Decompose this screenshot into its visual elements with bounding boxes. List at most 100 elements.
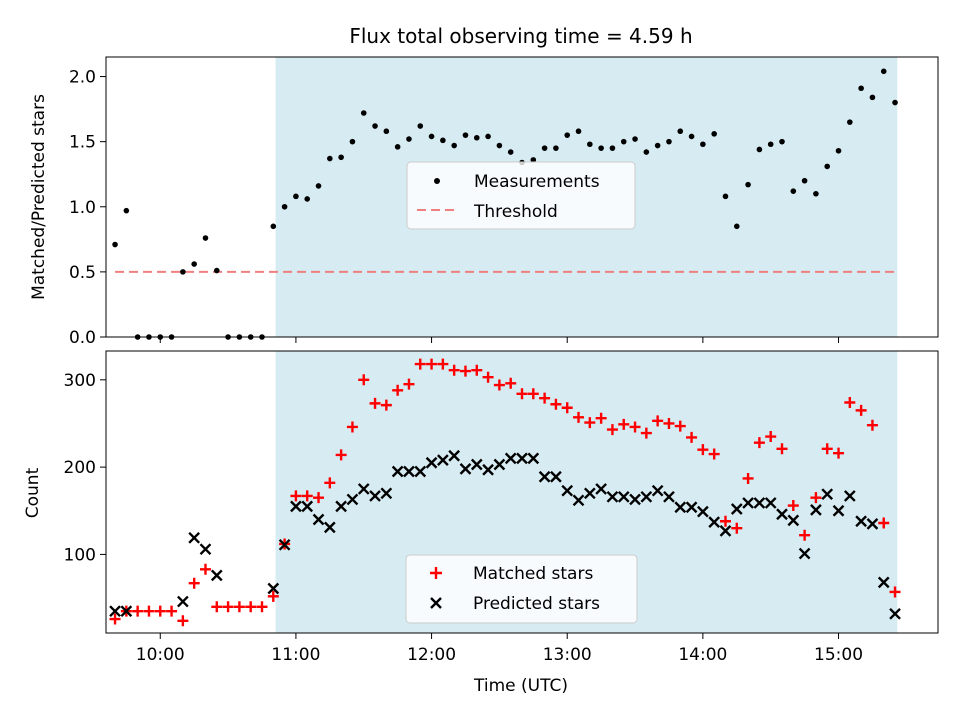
predicted-star-point bbox=[504, 452, 517, 465]
measurement-point bbox=[417, 123, 424, 129]
legend-predicted-label: Predicted stars bbox=[473, 594, 600, 614]
predicted-star-point bbox=[323, 521, 336, 534]
measurement-point bbox=[213, 267, 220, 274]
measurement-point bbox=[609, 145, 616, 151]
matched-star-point bbox=[663, 417, 675, 429]
matched-star-point bbox=[731, 522, 743, 534]
x-tick-label: 12:00 bbox=[407, 645, 456, 665]
matched-star-point bbox=[177, 615, 189, 627]
measurement-point bbox=[440, 137, 446, 144]
measurement-point bbox=[383, 128, 390, 135]
matched-star-point bbox=[810, 492, 822, 504]
matched-star-point bbox=[550, 398, 562, 410]
matched-star-point bbox=[392, 384, 404, 396]
measurement-point bbox=[123, 207, 130, 214]
matched-star-point bbox=[799, 529, 811, 541]
predicted-star-point bbox=[369, 490, 381, 502]
matched-star-point bbox=[369, 397, 381, 409]
matched-star-point bbox=[380, 399, 392, 411]
measurement-point bbox=[790, 188, 797, 194]
predicted-star-point bbox=[335, 500, 347, 513]
measurement-point bbox=[733, 223, 740, 230]
chart-title: Flux total observing time = 4.59 h bbox=[349, 24, 692, 48]
predicted-star-point bbox=[606, 490, 619, 503]
measurement-point bbox=[892, 99, 898, 106]
measurement-point bbox=[813, 190, 819, 197]
measurement-point bbox=[598, 145, 604, 151]
predicted-star-point bbox=[290, 500, 302, 513]
top-y-ticks: 0.0 0.5 1.0 1.5 2.0 bbox=[69, 68, 106, 348]
measurement-points bbox=[112, 68, 898, 340]
predicted-star-point bbox=[346, 493, 359, 506]
predicted-star-point bbox=[730, 503, 743, 515]
legend-matched-marker bbox=[430, 567, 442, 579]
measurement-point bbox=[541, 145, 548, 151]
matched-star-point bbox=[878, 517, 890, 529]
matched-star-point bbox=[459, 365, 471, 377]
measurement-point bbox=[824, 163, 831, 170]
measurement-point bbox=[530, 157, 537, 163]
measurement-point bbox=[587, 141, 593, 148]
top-legend: Measurements Threshold bbox=[406, 161, 636, 230]
x-tick-label: 14:00 bbox=[678, 645, 727, 665]
matched-star-point bbox=[482, 371, 494, 383]
matched-star-point bbox=[211, 601, 223, 613]
measurement-point bbox=[654, 142, 661, 149]
matched-star-point bbox=[787, 500, 799, 512]
measurement-point bbox=[880, 68, 887, 75]
matched-star-point bbox=[346, 421, 358, 433]
x-axis-label: Time (UTC) bbox=[473, 676, 568, 696]
legend-measurements-label: Measurements bbox=[474, 172, 600, 192]
bottom-y-axis-label: Count bbox=[23, 467, 43, 518]
measurement-point bbox=[507, 149, 514, 155]
predicted-star-point bbox=[821, 488, 834, 501]
predicted-star-point bbox=[120, 605, 133, 618]
predicted-star-point bbox=[109, 605, 121, 618]
predicted-star-point bbox=[312, 513, 325, 526]
measurement-point bbox=[835, 147, 842, 154]
x-tick-label: 10:00 bbox=[136, 645, 185, 665]
measurement-point bbox=[722, 193, 729, 200]
matched-star-point bbox=[561, 402, 573, 414]
matched-star-point bbox=[765, 431, 777, 443]
predicted-star-point bbox=[482, 463, 494, 476]
matched-star-point bbox=[618, 418, 630, 430]
measurement-point bbox=[428, 133, 435, 140]
matched-star-point bbox=[889, 586, 901, 598]
matched-star-point bbox=[301, 490, 313, 502]
predicted-star-point bbox=[177, 595, 189, 608]
bottom-legend: Matched stars Predicted stars bbox=[405, 554, 638, 624]
predicted-star-point bbox=[267, 582, 280, 595]
predicted-star-point bbox=[595, 483, 607, 495]
predicted-star-point bbox=[810, 504, 822, 516]
measurement-point bbox=[847, 119, 853, 125]
predicted-star-point bbox=[651, 484, 664, 497]
predicted-star-point bbox=[493, 458, 506, 471]
predicted-star-point bbox=[550, 470, 562, 483]
measurement-point bbox=[496, 142, 503, 149]
measurement-point bbox=[564, 132, 571, 138]
measurement-point bbox=[620, 138, 627, 145]
measurement-point bbox=[677, 128, 684, 135]
matched-star-point bbox=[539, 392, 551, 404]
predicted-star-point bbox=[380, 487, 393, 500]
measurement-point bbox=[360, 110, 367, 116]
matched-star-point bbox=[821, 443, 833, 455]
measurement-point bbox=[756, 146, 763, 153]
matched-star-point bbox=[516, 388, 528, 400]
measurement-point bbox=[632, 136, 638, 142]
predicted-star-point bbox=[188, 531, 201, 544]
matched-star-point bbox=[527, 388, 539, 400]
measurement-point bbox=[473, 134, 480, 141]
measurement-point bbox=[688, 133, 695, 140]
top-y-axis-label: Matched/Predicted stars bbox=[29, 94, 49, 300]
predicted-star-point bbox=[403, 465, 415, 478]
matched-star-point bbox=[188, 577, 200, 589]
matched-star-point bbox=[199, 563, 211, 575]
measurement-point bbox=[485, 133, 491, 140]
predicted-star-point bbox=[199, 543, 212, 556]
bottom-y-tick-label: 100 bbox=[64, 545, 96, 565]
measurement-point bbox=[666, 138, 672, 145]
predicted-star-point bbox=[301, 500, 314, 513]
measurement-point bbox=[112, 241, 118, 248]
